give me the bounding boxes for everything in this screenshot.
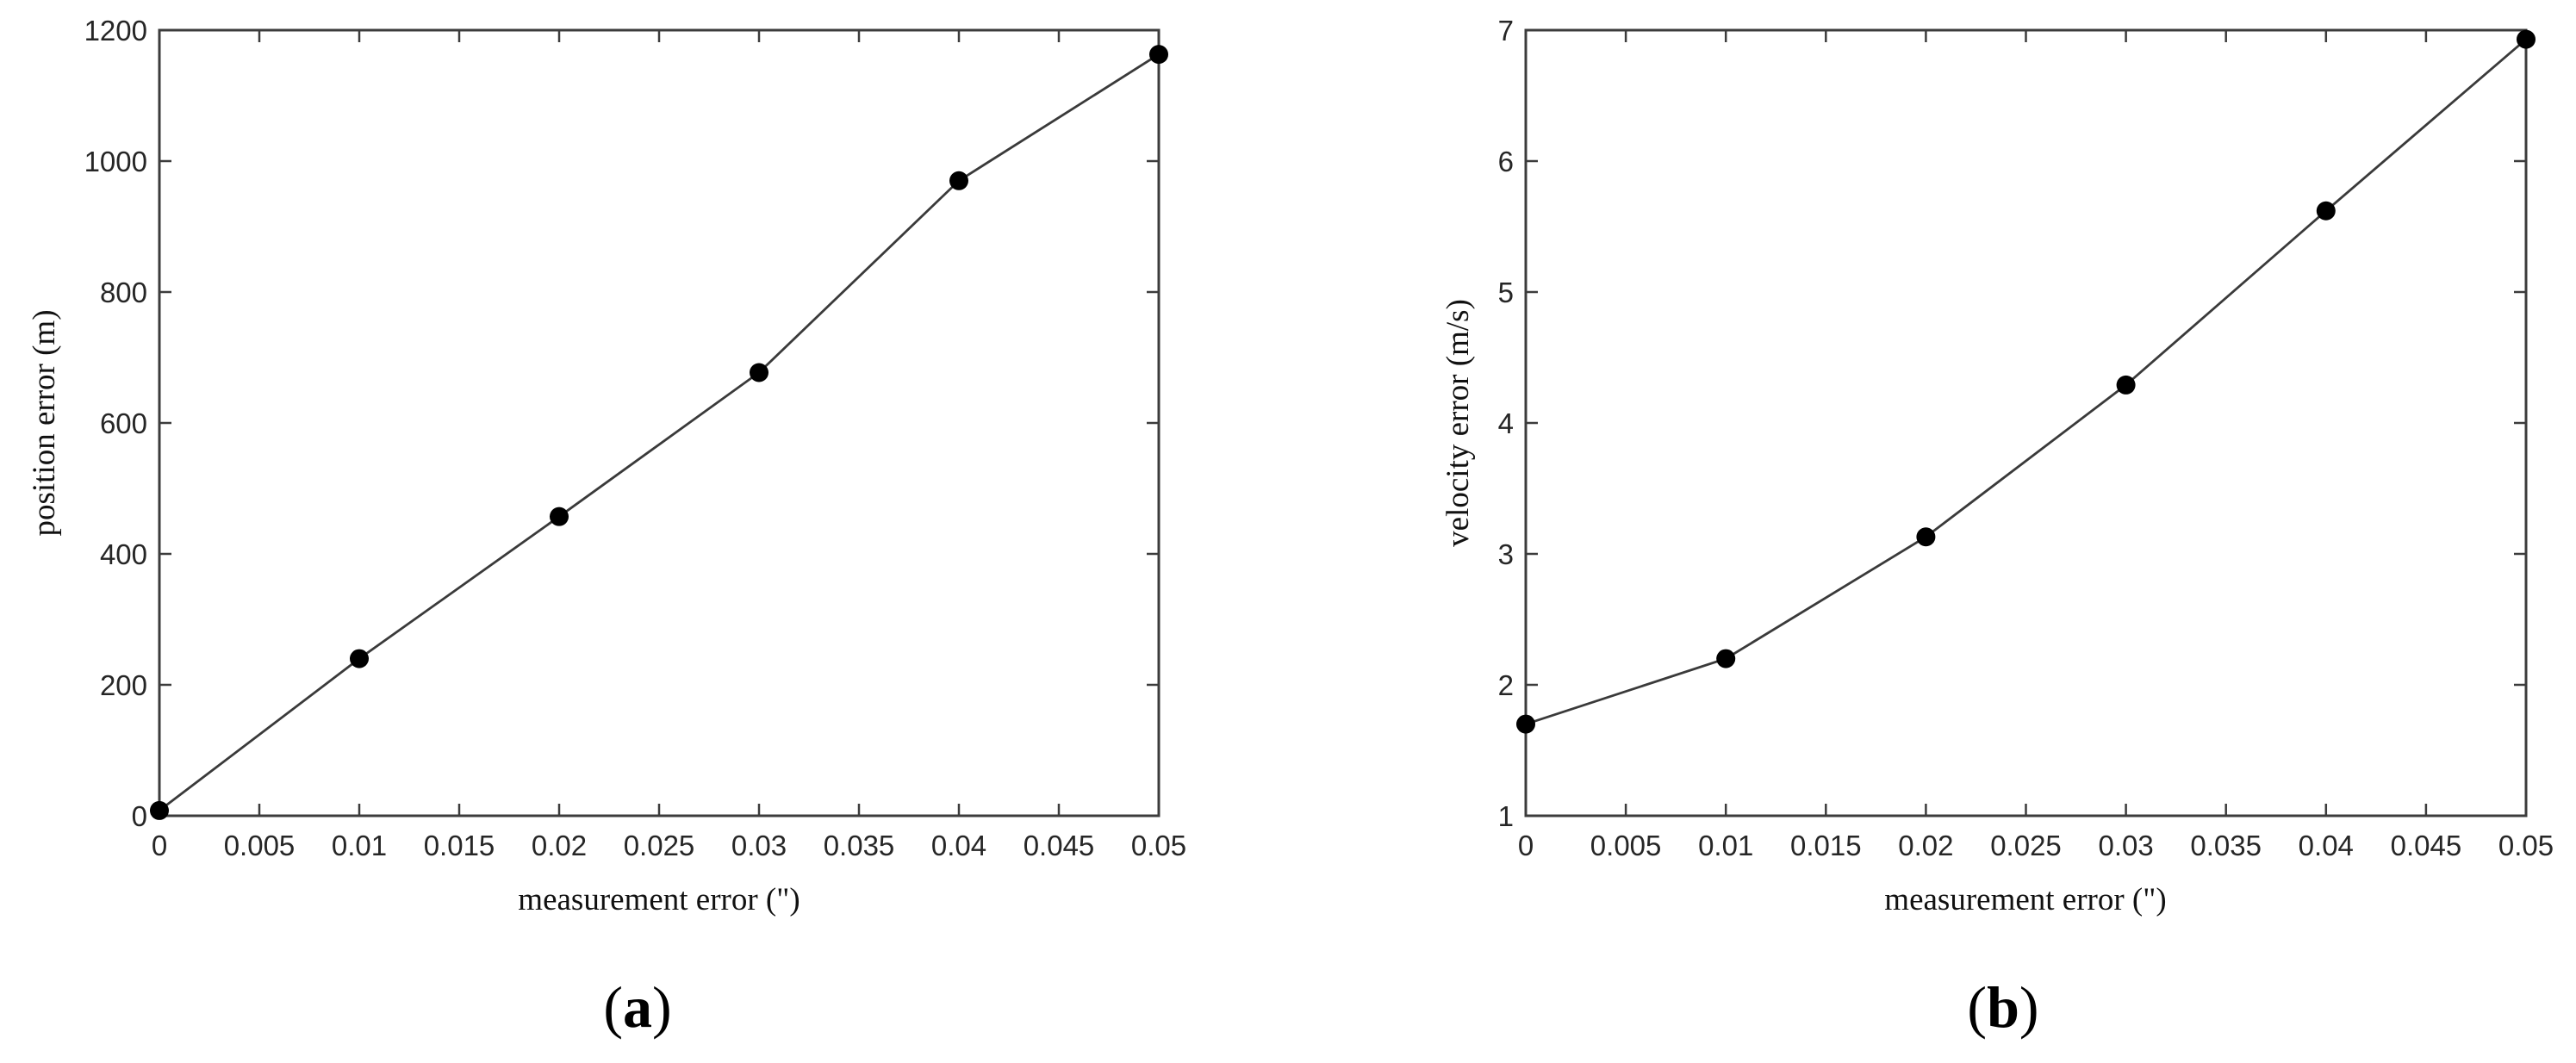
x-tick-label: 0.04 bbox=[2299, 830, 2354, 861]
x-tick-label: 0.015 bbox=[424, 830, 495, 861]
data-point bbox=[550, 507, 569, 526]
data-point bbox=[150, 800, 169, 820]
data-point bbox=[2517, 29, 2536, 49]
x-tick-label: 0.02 bbox=[532, 830, 587, 861]
x-tick-label: 0.02 bbox=[1898, 830, 1953, 861]
x-tick-label: 0.005 bbox=[1590, 830, 1662, 861]
x-tick-label: 0.025 bbox=[624, 830, 695, 861]
y-tick-label: 1000 bbox=[84, 146, 147, 177]
y-tick-label: 200 bbox=[100, 669, 147, 701]
x-tick-label: 0 bbox=[1518, 830, 1534, 861]
data-series bbox=[150, 45, 1168, 820]
x-ticks: 0 0.005 0.01 0.015 0.02 0.025 0.03 0.035 0.04 0.0… bbox=[1518, 30, 2554, 861]
y-ticks: 1 2 3 4 5 6 7 bbox=[1498, 15, 2526, 832]
y-axis-label: velocity error (m/s) bbox=[1440, 299, 1476, 547]
y-tick-label: 6 bbox=[1498, 146, 1514, 177]
x-tick-label: 0.03 bbox=[731, 830, 787, 861]
x-tick-label: 0.035 bbox=[2190, 830, 2262, 861]
x-tick-label: 0.025 bbox=[1990, 830, 2062, 861]
data-point bbox=[949, 171, 968, 190]
data-point bbox=[1916, 527, 1936, 547]
x-tick-label: 0.015 bbox=[1790, 830, 1862, 861]
y-tick-label: 800 bbox=[100, 277, 147, 308]
y-tick-label: 0 bbox=[132, 800, 147, 832]
data-point bbox=[350, 649, 369, 668]
x-tick-label: 0.045 bbox=[2391, 830, 2462, 861]
data-point bbox=[1149, 45, 1168, 65]
x-tick-label: 0.01 bbox=[332, 830, 387, 861]
x-axis-label: measurement error (") bbox=[518, 882, 800, 917]
x-tick-label: 0.01 bbox=[1698, 830, 1753, 861]
y-tick-label: 1 bbox=[1498, 800, 1514, 832]
chart-panel-a: 0 0.005 0.01 0.015 0.02 0.025 0.03 0.035 0.04 0.0… bbox=[27, 15, 1186, 1040]
y-axis-label: position error (m) bbox=[27, 309, 62, 536]
plot-area-frame bbox=[1524, 28, 2528, 817]
x-tick-label: 0.05 bbox=[2498, 830, 2554, 861]
data-point bbox=[2316, 201, 2336, 221]
y-ticks: 0 200 400 600 800 1000 1200 bbox=[84, 15, 1159, 832]
x-tick-label: 0.035 bbox=[824, 830, 895, 861]
y-tick-label: 4 bbox=[1498, 407, 1514, 439]
panel-label-letter: a bbox=[623, 974, 652, 1040]
data-point bbox=[1516, 714, 1535, 734]
y-tick-label: 600 bbox=[100, 407, 147, 439]
series-line bbox=[1525, 38, 2527, 725]
x-tick-label: 0.04 bbox=[931, 830, 986, 861]
x-axis-label: measurement error (") bbox=[1884, 882, 2166, 917]
x-ticks: 0 0.005 0.01 0.015 0.02 0.025 0.03 0.035 0.04 0.0… bbox=[152, 30, 1186, 861]
x-tick-label: 0.005 bbox=[224, 830, 296, 861]
panel-label-letter: b bbox=[1987, 974, 2019, 1040]
x-tick-label: 0.045 bbox=[1024, 830, 1095, 861]
x-tick-label: 0.05 bbox=[1131, 830, 1186, 861]
data-series bbox=[1516, 29, 2536, 734]
y-tick-label: 7 bbox=[1498, 15, 1514, 47]
panel-label: (a) bbox=[603, 974, 671, 1040]
data-point bbox=[1716, 649, 1736, 668]
y-tick-label: 400 bbox=[100, 538, 147, 570]
data-point bbox=[2116, 375, 2136, 395]
y-tick-label: 5 bbox=[1498, 277, 1514, 308]
data-point bbox=[750, 363, 768, 382]
y-tick-label: 3 bbox=[1498, 538, 1514, 570]
chart-panel-b: 0 0.005 0.01 0.015 0.02 0.025 0.03 0.035 0.04 0.0… bbox=[1440, 15, 2554, 1040]
panel-label: (b) bbox=[1967, 974, 2038, 1040]
y-tick-label: 1200 bbox=[84, 15, 147, 47]
x-tick-label: 0.03 bbox=[2098, 830, 2153, 861]
y-tick-label: 2 bbox=[1498, 669, 1514, 701]
x-tick-label: 0 bbox=[152, 830, 167, 861]
series-line bbox=[159, 53, 1160, 812]
